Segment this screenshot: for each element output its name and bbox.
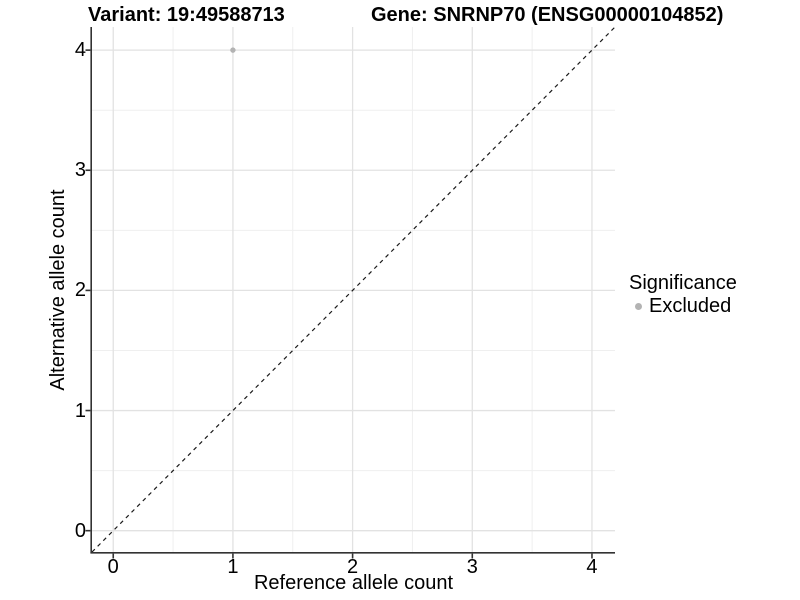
legend-title: Significance	[629, 272, 737, 294]
x-tick-label: 2	[347, 556, 359, 578]
data-point	[230, 47, 236, 53]
y-tick-label: 1	[74, 399, 86, 422]
variant-title: Variant: 19:49588713	[88, 4, 285, 26]
identity-dashed-line	[91, 26, 616, 553]
legend-items: Excluded	[629, 295, 737, 317]
legend-item: Excluded	[629, 295, 737, 317]
x-axis-title: Reference allele count	[253, 572, 453, 594]
y-tick-label: 4	[74, 39, 86, 62]
y-tick-label: 0	[74, 519, 86, 542]
dot-icon	[635, 302, 642, 310]
y-tick-label: 3	[74, 159, 86, 182]
x-tick-label: 3	[466, 556, 478, 578]
y-tick-label: 2	[74, 279, 86, 302]
gene-title: Gene: SNRNP70 (ENSG00000104852)	[371, 4, 724, 26]
x-tick-label: 4	[586, 556, 598, 578]
x-tick-label: 1	[227, 556, 239, 578]
legend: Significance Excluded	[629, 271, 737, 317]
legend-item-label: Excluded	[649, 295, 732, 317]
x-tick-label: 0	[107, 556, 119, 578]
